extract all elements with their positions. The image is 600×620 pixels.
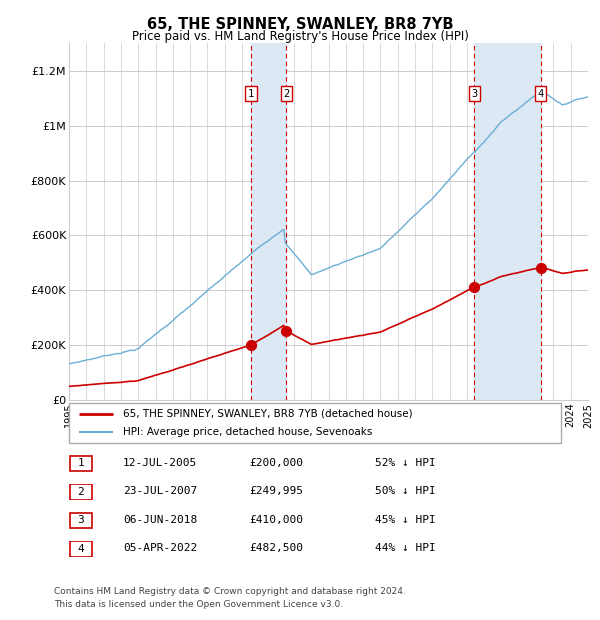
Text: 05-APR-2022: 05-APR-2022 (123, 543, 197, 553)
Text: 2: 2 (77, 487, 85, 497)
Point (247, 340, 256, 350)
Text: 2: 2 (283, 89, 289, 99)
Text: This data is licensed under the Open Government Licence v3.0.: This data is licensed under the Open Gov… (54, 600, 343, 609)
Text: 4: 4 (77, 544, 85, 554)
Text: 52% ↓ HPI: 52% ↓ HPI (375, 458, 436, 467)
Text: 44% ↓ HPI: 44% ↓ HPI (375, 543, 436, 553)
Bar (475, 43, 541, 400)
Point (281, 326, 291, 336)
Text: 12-JUL-2005: 12-JUL-2005 (123, 458, 197, 467)
Text: 23-JUL-2007: 23-JUL-2007 (123, 486, 197, 496)
Point (470, 283, 479, 293)
Text: Contains HM Land Registry data © Crown copyright and database right 2024.: Contains HM Land Registry data © Crown c… (54, 587, 406, 596)
Text: 45% ↓ HPI: 45% ↓ HPI (375, 515, 436, 525)
Text: 1: 1 (77, 458, 85, 469)
Text: 06-JUN-2018: 06-JUN-2018 (123, 515, 197, 525)
Text: 65, THE SPINNEY, SWANLEY, BR8 7YB: 65, THE SPINNEY, SWANLEY, BR8 7YB (147, 17, 453, 32)
Text: 3: 3 (77, 515, 85, 526)
Text: £482,500: £482,500 (249, 543, 303, 553)
Text: HPI: Average price, detached house, Sevenoaks: HPI: Average price, detached house, Seve… (123, 427, 373, 438)
Text: £410,000: £410,000 (249, 515, 303, 525)
Text: 65, THE SPINNEY, SWANLEY, BR8 7YB (detached house): 65, THE SPINNEY, SWANLEY, BR8 7YB (detac… (123, 409, 413, 419)
Text: £249,995: £249,995 (249, 486, 303, 496)
Bar (251, 43, 286, 400)
Text: Price paid vs. HM Land Registry's House Price Index (HPI): Price paid vs. HM Land Registry's House … (131, 30, 469, 43)
Text: 4: 4 (538, 89, 544, 99)
Text: £200,000: £200,000 (249, 458, 303, 467)
Point (536, 263, 545, 273)
Text: 3: 3 (471, 89, 478, 99)
Text: 1: 1 (248, 89, 254, 99)
Text: 50% ↓ HPI: 50% ↓ HPI (375, 486, 436, 496)
